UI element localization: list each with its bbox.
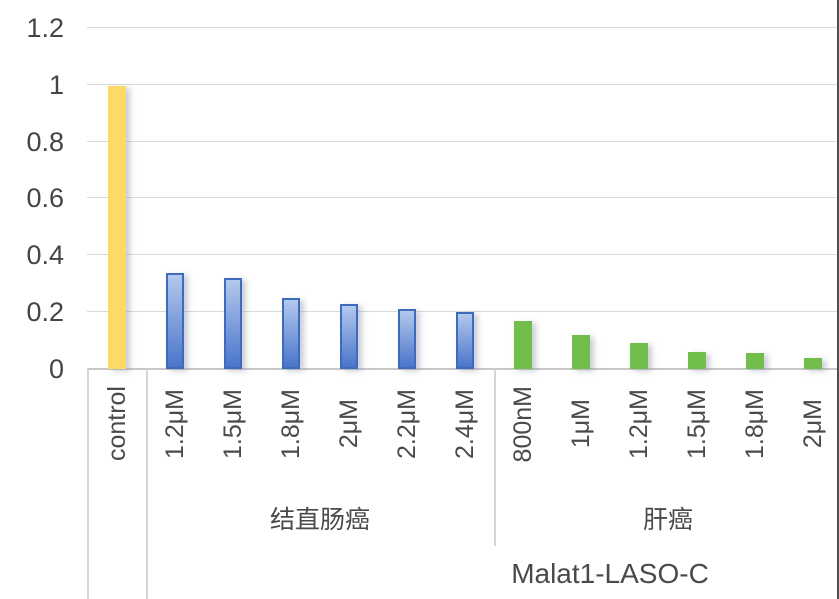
- x-category-label-liver-cancer-2: 1.2μM: [624, 389, 653, 459]
- x-label-box-liver-cancer-3: 1.5μM: [681, 370, 713, 478]
- bar-colorectal-cancer-0: [166, 272, 184, 369]
- bar-colorectal-cancer-3: [340, 303, 358, 369]
- group-label-colorectal: 结直肠癌: [146, 486, 494, 550]
- group-label-liver-text: 肝癌: [642, 506, 693, 534]
- y-tick-label: 0.8: [26, 126, 64, 157]
- window-right-edge: [837, 0, 839, 599]
- bar-liver-cancer-4: [746, 352, 764, 369]
- x-label-box-colorectal-cancer-3: 2μM: [333, 370, 365, 478]
- x-label-box-colorectal-cancer-1: 1.5μM: [217, 370, 249, 478]
- y-tick-label: 1: [48, 70, 64, 101]
- y-gridline: [87, 254, 838, 256]
- y-gridline: [87, 140, 838, 142]
- x-category-label-colorectal-cancer-0: 1.2μM: [160, 389, 189, 459]
- y-tick-label: 0.4: [26, 240, 64, 271]
- x-label-box-colorectal-cancer-5: 2.4μM: [449, 370, 481, 478]
- bar-control-0: [108, 85, 126, 369]
- x-category-label-colorectal-cancer-1: 1.5μM: [218, 389, 247, 459]
- x-label-box-liver-cancer-2: 1.2μM: [623, 370, 655, 478]
- group-divider: [494, 369, 496, 546]
- y-tick-label: 0.6: [26, 183, 64, 214]
- x-category-label-liver-cancer-0: 800nM: [508, 385, 537, 463]
- x-category-label-colorectal-cancer-3: 2μM: [334, 399, 363, 449]
- x-axis-line: [87, 367, 838, 370]
- bar-colorectal-cancer-4: [398, 308, 416, 369]
- category-axis-left-border: [87, 369, 89, 599]
- group-label-liver: 肝癌: [494, 486, 839, 550]
- y-gridline: [87, 27, 838, 29]
- x-label-box-liver-cancer-5: 2μM: [797, 370, 829, 478]
- x-label-box-control-0: control: [101, 370, 133, 478]
- x-category-label-colorectal-cancer-4: 2.2μM: [392, 389, 421, 459]
- y-tick-label: 0: [48, 353, 64, 384]
- y-tick-label: 0.2: [26, 296, 64, 327]
- group-label-colorectal-text: 结直肠癌: [269, 506, 370, 534]
- x-label-box-liver-cancer-1: 1μM: [565, 370, 597, 478]
- x-category-label-colorectal-cancer-2: 1.8μM: [276, 389, 305, 459]
- bar-liver-cancer-3: [688, 351, 706, 369]
- x-category-label-liver-cancer-3: 1.5μM: [682, 389, 711, 459]
- x-label-box-liver-cancer-0: 800nM: [507, 370, 539, 478]
- bar-colorectal-cancer-5: [456, 311, 474, 369]
- x-label-box-colorectal-cancer-2: 1.8μM: [275, 370, 307, 478]
- bar-liver-cancer-2: [630, 342, 648, 369]
- y-gridline: [87, 197, 838, 199]
- x-label-box-colorectal-cancer-4: 2.2μM: [391, 370, 423, 478]
- x-category-label-liver-cancer-1: 1μM: [566, 399, 595, 449]
- bar-colorectal-cancer-1: [224, 277, 242, 369]
- bar-liver-cancer-0: [514, 320, 532, 369]
- x-category-label-liver-cancer-5: 2μM: [798, 399, 827, 449]
- x-category-label-liver-cancer-4: 1.8μM: [740, 389, 769, 459]
- bar-colorectal-cancer-2: [282, 297, 300, 369]
- x-category-label-colorectal-cancer-5: 2.4μM: [450, 389, 479, 459]
- bar-liver-cancer-1: [572, 334, 590, 369]
- y-gridline: [87, 84, 838, 86]
- x-label-box-colorectal-cancer-0: 1.2μM: [159, 370, 191, 478]
- bar-liver-cancer-5: [804, 357, 822, 369]
- x-label-box-liver-cancer-4: 1.8μM: [739, 370, 771, 478]
- control-column-divider: [146, 369, 148, 599]
- y-gridline: [87, 310, 838, 312]
- axis-group-title: Malat1-LASO-C: [511, 558, 709, 589]
- x-category-label-control-0: control: [102, 386, 131, 462]
- y-tick-label: 1.2: [26, 13, 64, 44]
